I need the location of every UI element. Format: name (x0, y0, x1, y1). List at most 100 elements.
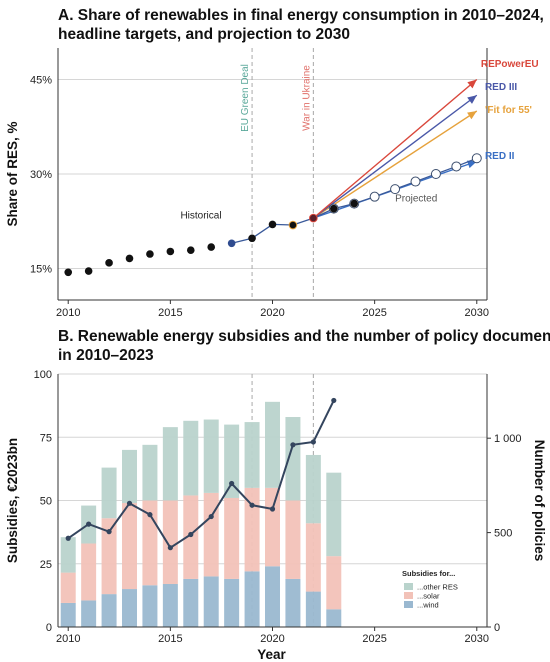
b-x-tick-label: 2020 (260, 633, 284, 645)
historical-point (125, 254, 134, 263)
historical-point (288, 220, 298, 230)
panel-a-title-line-1: A. Share of renewables in final energy c… (58, 7, 544, 24)
b-x-tick-label: 2010 (56, 633, 80, 645)
a-x-tick-label: 2020 (260, 307, 284, 319)
b-y2-axis-title: Number of policies (532, 440, 547, 562)
a-y-tick-label: 15% (30, 264, 52, 276)
bar-solar (81, 543, 97, 601)
b-x-tick-label: 2030 (465, 633, 489, 645)
b-y2-tick-label: 500 (494, 528, 512, 540)
panel-b-title: B. Renewable energy subsidies and the nu… (58, 327, 550, 365)
policies-point (188, 531, 194, 538)
bar-solar (244, 487, 260, 572)
policies-point (290, 442, 296, 448)
bar-wind (183, 578, 199, 627)
historical-point (186, 246, 195, 255)
fit-for-55-label: 'Fit for 55' (485, 105, 532, 116)
a-x-tick-label: 2030 (465, 307, 489, 319)
projected-point (451, 161, 462, 172)
bar-solar (60, 572, 76, 603)
legend-item-label: ...wind (417, 601, 439, 610)
legend-item-label: ...other RES (417, 583, 458, 592)
legend-swatch (404, 601, 413, 608)
repowereu-line (312, 78, 478, 219)
policies-point (208, 513, 214, 520)
bar-other-res (101, 467, 117, 519)
legend-title: Subsidies for... (402, 569, 455, 578)
policies-line (67, 399, 335, 550)
policies-point (249, 502, 255, 508)
historical-point (248, 234, 256, 243)
policies-point (106, 529, 112, 535)
b-y-tick-label: 75 (40, 432, 52, 444)
b-x-tick-label: 2025 (362, 633, 386, 645)
bar-solar (203, 492, 219, 577)
a-x-tick-label: 2025 (362, 307, 386, 319)
bar-wind (326, 609, 342, 627)
historical-point (329, 204, 338, 213)
bar-other-res (142, 444, 158, 501)
bar-wind (81, 600, 97, 627)
red-iii-label: RED III (485, 82, 517, 93)
policies-point (331, 397, 337, 404)
policies-point (229, 480, 235, 487)
bar-wind (224, 578, 240, 627)
historical-point (146, 250, 154, 258)
b-y2-tick-label: 1 000 (494, 433, 522, 445)
bar-other-res (244, 422, 260, 488)
bar-other-res (183, 420, 199, 496)
historical-point (105, 259, 113, 267)
b-y-tick-label: 50 (40, 496, 52, 508)
bar-wind (265, 566, 280, 627)
panel-b-title-line-1: B. Renewable energy subsidies and the nu… (58, 328, 550, 345)
policies-point (269, 506, 276, 512)
bar-solar (265, 487, 280, 567)
panel-a-title-line-2: headline targets, and projection to 2030 (58, 26, 350, 43)
bar-wind (203, 576, 219, 627)
repowereu-label: REPowerEU (481, 59, 539, 70)
bar-other-res (224, 424, 240, 498)
bar-other-res (285, 417, 301, 501)
historical-point (166, 247, 175, 256)
bar-solar (101, 518, 117, 595)
a-y-axis-title: Share of RES, % (5, 121, 20, 226)
a-x-tick-label: 2010 (56, 307, 80, 319)
bar-other-res (265, 401, 280, 488)
policies-point (126, 500, 133, 506)
a-y-tick-label: 30% (30, 169, 52, 181)
bar-solar (305, 523, 321, 592)
bar-wind (101, 594, 117, 627)
historical-point (350, 199, 359, 208)
legend-item-label: ...solar (417, 592, 440, 601)
b-y-tick-label: 25 (40, 559, 52, 571)
b-x-tick-label: 2015 (158, 633, 182, 645)
projected-point (430, 169, 441, 179)
policies-point (147, 512, 153, 518)
b-x-axis-title: Year (257, 647, 286, 662)
legend-swatch (404, 583, 413, 590)
bar-wind (60, 602, 76, 627)
bar-solar (285, 500, 301, 579)
bar-solar (326, 556, 342, 610)
bar-other-res (122, 449, 137, 504)
bar-other-res (60, 537, 76, 573)
bar-wind (122, 589, 137, 627)
historical-point (309, 213, 318, 223)
bar-wind (142, 585, 158, 627)
policies-point (167, 545, 173, 551)
policies-point (86, 521, 92, 527)
bar-wind (305, 591, 321, 627)
bar-solar (224, 497, 240, 579)
historical-point (227, 239, 236, 248)
historical-point (268, 220, 277, 229)
repowereu-arrowhead (467, 79, 477, 89)
green-deal-label: EU Green Deal (240, 64, 251, 132)
bar-other-res (203, 419, 219, 493)
bar-other-res (305, 454, 321, 524)
historical-point (84, 267, 93, 275)
bar-wind (285, 578, 301, 627)
bar-other-res (162, 427, 178, 501)
projected-point (390, 184, 401, 195)
bar-wind (244, 571, 260, 627)
red-ii-label: RED II (485, 151, 515, 162)
